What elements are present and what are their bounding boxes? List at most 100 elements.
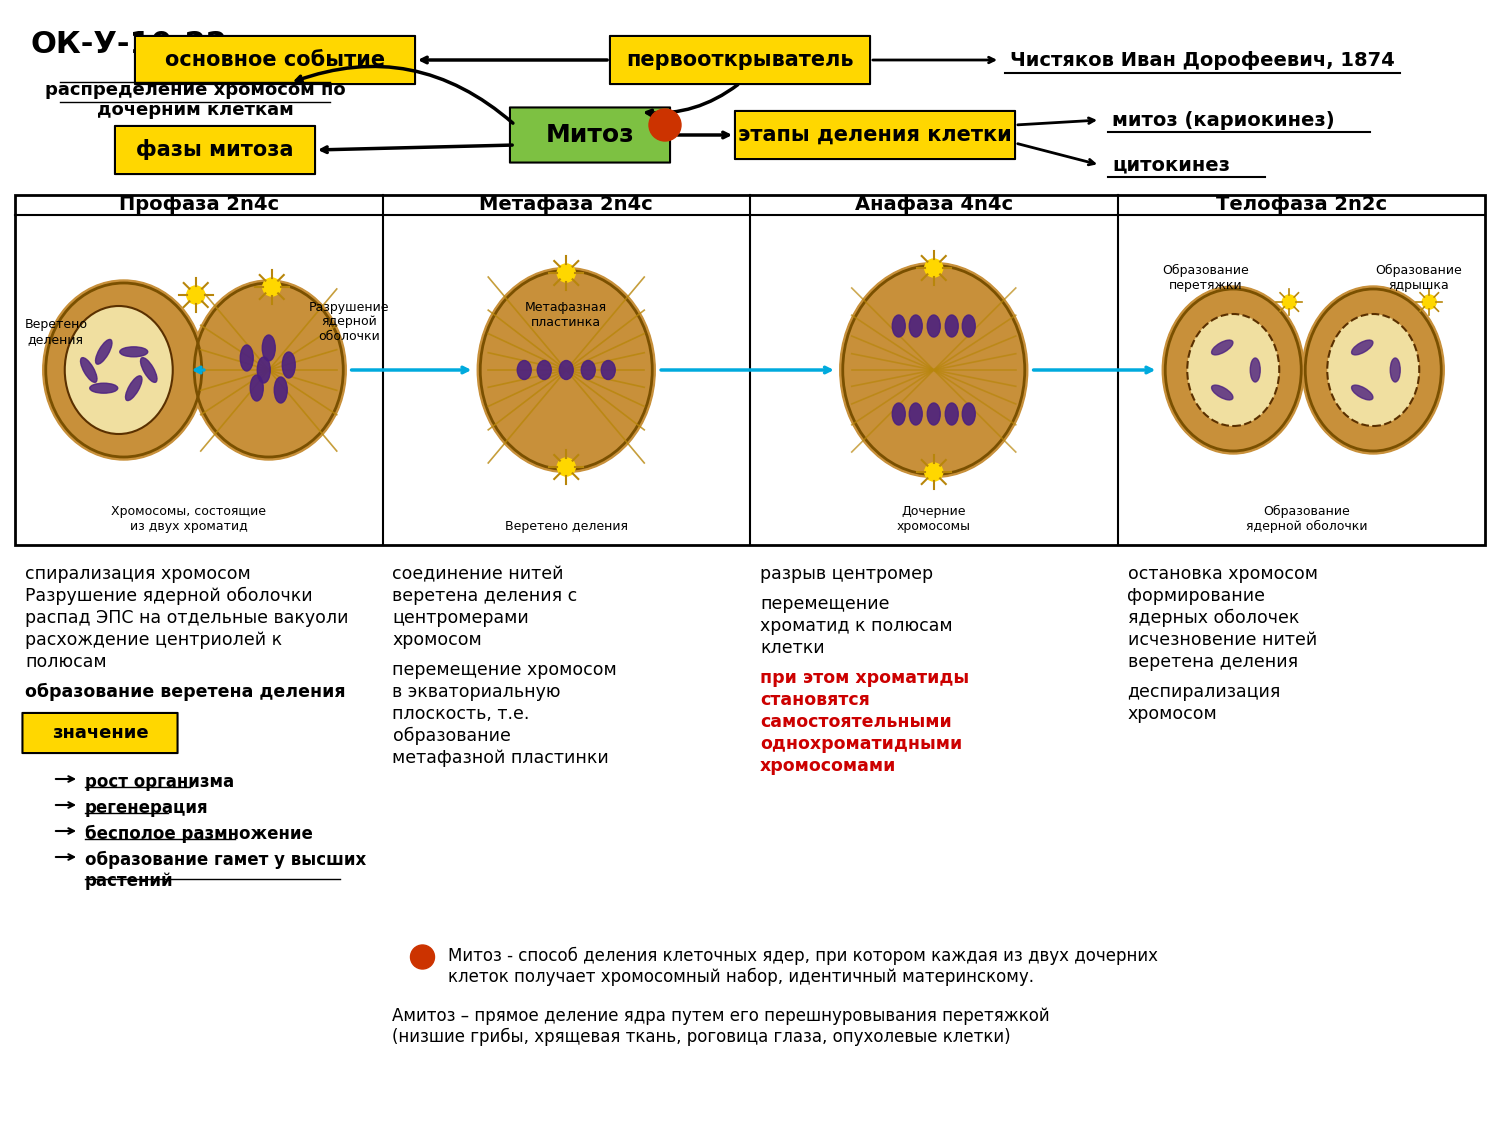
Text: основное событие: основное событие [165, 50, 386, 70]
Ellipse shape [909, 315, 922, 338]
Ellipse shape [945, 315, 958, 338]
Ellipse shape [274, 377, 288, 403]
Ellipse shape [90, 384, 117, 393]
Text: образование веретена деления: образование веретена деления [26, 683, 345, 701]
Text: ОК-У-10-22: ОК-У-10-22 [30, 30, 226, 58]
Ellipse shape [963, 403, 975, 425]
Circle shape [924, 464, 942, 482]
Ellipse shape [1251, 358, 1260, 382]
Text: в экваториальную: в экваториальную [393, 683, 561, 701]
Ellipse shape [192, 280, 346, 460]
Ellipse shape [282, 352, 296, 378]
Circle shape [650, 109, 681, 141]
Ellipse shape [1352, 385, 1372, 399]
Ellipse shape [560, 360, 573, 379]
Bar [15, 195, 1485, 544]
Text: веретена деления с: веретена деления с [393, 587, 578, 605]
Text: однохроматидными: однохроматидными [760, 735, 963, 753]
Ellipse shape [963, 315, 975, 338]
Text: Хромосомы, состоящие
из двух хроматид: Хромосомы, состоящие из двух хроматид [111, 505, 267, 533]
Ellipse shape [927, 403, 940, 425]
Text: самостоятельными: самостоятельными [760, 713, 951, 731]
Circle shape [262, 278, 280, 296]
Text: Митоз: Митоз [546, 123, 634, 147]
Text: спирализация хромосом: спирализация хромосом [26, 565, 251, 583]
FancyBboxPatch shape [610, 36, 870, 84]
Text: бесполое размножение: бесполое размножение [86, 825, 314, 843]
Circle shape [924, 259, 942, 277]
Text: перемещение хромосом: перемещение хромосом [393, 662, 618, 680]
Text: митоз (кариокинез): митоз (кариокинез) [1112, 110, 1335, 129]
Text: становятся: становятся [760, 691, 870, 709]
Text: Митоз - способ деления клеточных ядер, при котором каждая из двух дочерних
клето: Митоз - способ деления клеточных ядер, п… [447, 947, 1158, 987]
Ellipse shape [602, 360, 615, 379]
Circle shape [411, 945, 435, 969]
Text: соединение нитей: соединение нитей [393, 565, 564, 583]
Ellipse shape [477, 268, 656, 472]
Ellipse shape [120, 346, 147, 357]
Ellipse shape [1328, 314, 1419, 426]
Text: веретена деления: веретена деления [1128, 652, 1298, 670]
Ellipse shape [1390, 358, 1401, 382]
Ellipse shape [582, 360, 596, 379]
Text: Веретено деления: Веретено деления [504, 520, 627, 533]
Text: центромерами: центромерами [393, 609, 530, 627]
Ellipse shape [96, 340, 112, 364]
Ellipse shape [141, 358, 158, 382]
Text: ядерных оболочек: ядерных оболочек [1128, 609, 1299, 628]
Text: разрыв центромер: разрыв центромер [760, 565, 933, 583]
Text: Разрушение
ядерной
оболочки: Разрушение ядерной оболочки [309, 300, 388, 343]
Ellipse shape [1212, 385, 1233, 399]
Ellipse shape [927, 315, 940, 338]
Text: формирование: формирование [1128, 587, 1266, 605]
Text: Разрушение ядерной оболочки: Разрушение ядерной оболочки [26, 587, 312, 605]
Ellipse shape [42, 280, 204, 460]
Text: остановка хромосом: остановка хромосом [1128, 565, 1317, 583]
Text: перемещение: перемещение [760, 595, 890, 613]
Text: дочерним клеткам: дочерним клеткам [96, 101, 294, 119]
FancyBboxPatch shape [116, 126, 315, 174]
Circle shape [558, 264, 576, 282]
Ellipse shape [81, 358, 98, 382]
Ellipse shape [537, 360, 552, 379]
Circle shape [1422, 295, 1437, 309]
Ellipse shape [258, 357, 270, 382]
Text: Метафазная
пластинка: Метафазная пластинка [525, 302, 608, 328]
FancyBboxPatch shape [510, 108, 670, 162]
Text: Анафаза 4n4c: Анафаза 4n4c [855, 196, 1012, 215]
Ellipse shape [126, 376, 142, 400]
Text: Дочерние
хромосомы: Дочерние хромосомы [897, 505, 971, 533]
Ellipse shape [892, 403, 904, 425]
Text: при этом хроматиды: при этом хроматиды [760, 669, 969, 687]
Ellipse shape [892, 315, 904, 338]
Text: распределение хромосом по: распределение хромосом по [45, 81, 345, 99]
Text: первооткрыватель: первооткрыватель [627, 50, 854, 70]
Text: Веретено
деления: Веретено деления [24, 318, 87, 346]
Text: Образование
ядерной оболочки: Образование ядерной оболочки [1245, 505, 1366, 533]
Text: хромосом: хромосом [393, 631, 483, 649]
Text: метафазной пластинки: метафазной пластинки [393, 749, 609, 767]
Text: хромосомами: хромосомами [760, 757, 897, 775]
Text: деспирализация: деспирализация [1128, 683, 1281, 701]
Ellipse shape [1162, 286, 1304, 454]
Ellipse shape [1302, 286, 1444, 454]
Ellipse shape [1188, 314, 1280, 426]
Ellipse shape [1212, 340, 1233, 354]
Ellipse shape [240, 345, 254, 371]
Text: рост организма: рост организма [86, 773, 234, 791]
Circle shape [186, 286, 204, 304]
Text: расхождение центриолей к: расхождение центриолей к [26, 631, 282, 649]
Ellipse shape [1352, 340, 1372, 354]
FancyBboxPatch shape [735, 111, 1016, 159]
Text: Амитоз – прямое деление ядра путем его перешнуровывания перетяжкой
(низшие грибы: Амитоз – прямое деление ядра путем его п… [393, 1007, 1050, 1046]
Text: Образование
перетяжки: Образование перетяжки [1162, 264, 1248, 292]
Text: значение: значение [51, 724, 148, 742]
Text: регенерация: регенерация [86, 799, 209, 817]
Text: Телофаза 2n2c: Телофаза 2n2c [1215, 196, 1388, 215]
Ellipse shape [840, 262, 1028, 477]
Text: цитокинез: цитокинез [1112, 155, 1230, 174]
Text: плоскость, т.е.: плоскость, т.е. [393, 705, 530, 723]
FancyBboxPatch shape [22, 713, 177, 753]
Ellipse shape [909, 403, 922, 425]
Text: хроматид к полюсам: хроматид к полюсам [760, 616, 952, 634]
